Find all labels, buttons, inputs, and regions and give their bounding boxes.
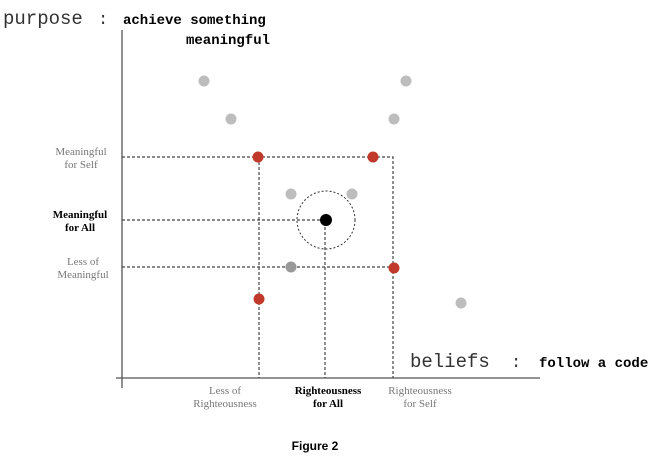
point (367, 151, 379, 163)
gray-points (198, 75, 467, 309)
y-axis-name: purpose (3, 8, 83, 30)
y-label: Meaningful (55, 146, 106, 158)
point (252, 151, 264, 163)
guide-lines (122, 156, 394, 378)
separator: : (511, 354, 521, 373)
red-points (252, 151, 400, 305)
y-axis-description: achieve something (123, 13, 266, 29)
x-axis-description: follow a code (539, 356, 648, 372)
x-label: Righteousness (295, 385, 362, 397)
y-label: for Self (64, 159, 98, 171)
x-axis-name: beliefs (410, 351, 490, 373)
point (198, 75, 210, 87)
x-label: Righteousness (193, 398, 257, 410)
y-axis-description: meaningful (186, 33, 270, 49)
point (285, 261, 297, 273)
y-labels: Meaningful for Self Meaningful for All L… (53, 146, 109, 281)
point (388, 262, 400, 274)
y-label: for All (65, 222, 95, 234)
x-label: Righteousness (388, 385, 452, 397)
x-label: for All (313, 398, 343, 410)
x-label: for Self (403, 398, 437, 410)
y-label: Meaningful (53, 209, 107, 221)
center-ring (296, 190, 356, 250)
y-label: Meaningful (57, 269, 108, 281)
point (388, 113, 400, 125)
point (253, 293, 265, 305)
x-label: Less of (209, 385, 241, 397)
caption: Figure 2 (292, 439, 339, 453)
point (455, 297, 467, 309)
center-point (320, 214, 332, 226)
y-label: Less of (67, 256, 99, 268)
point (285, 188, 297, 200)
point (346, 188, 358, 200)
separator: : (98, 11, 108, 30)
point (225, 113, 237, 125)
point (400, 75, 412, 87)
x-labels: Less of Righteousness Righteousness for … (193, 385, 452, 410)
